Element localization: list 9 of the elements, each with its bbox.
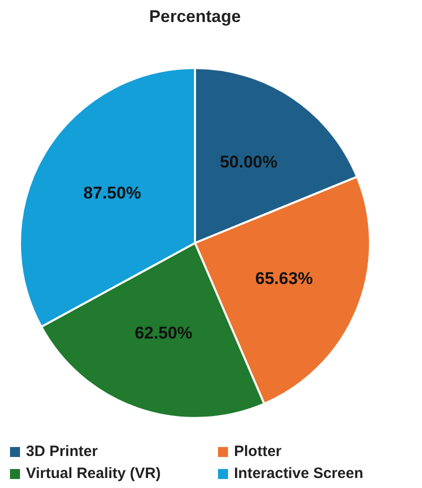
data-label: 62.50% <box>134 323 192 342</box>
data-label: 50.00% <box>220 152 278 172</box>
chart-title: Percentage <box>149 7 241 26</box>
data-label: 65.63% <box>255 268 313 288</box>
legend-label: Interactive Screen <box>234 464 364 482</box>
legend-label: Virtual Reality (VR) <box>26 464 161 482</box>
data-label: 87.50% <box>83 183 142 202</box>
legend-label: Plotter <box>234 442 282 460</box>
legend-label: 3D Printer <box>26 442 98 460</box>
